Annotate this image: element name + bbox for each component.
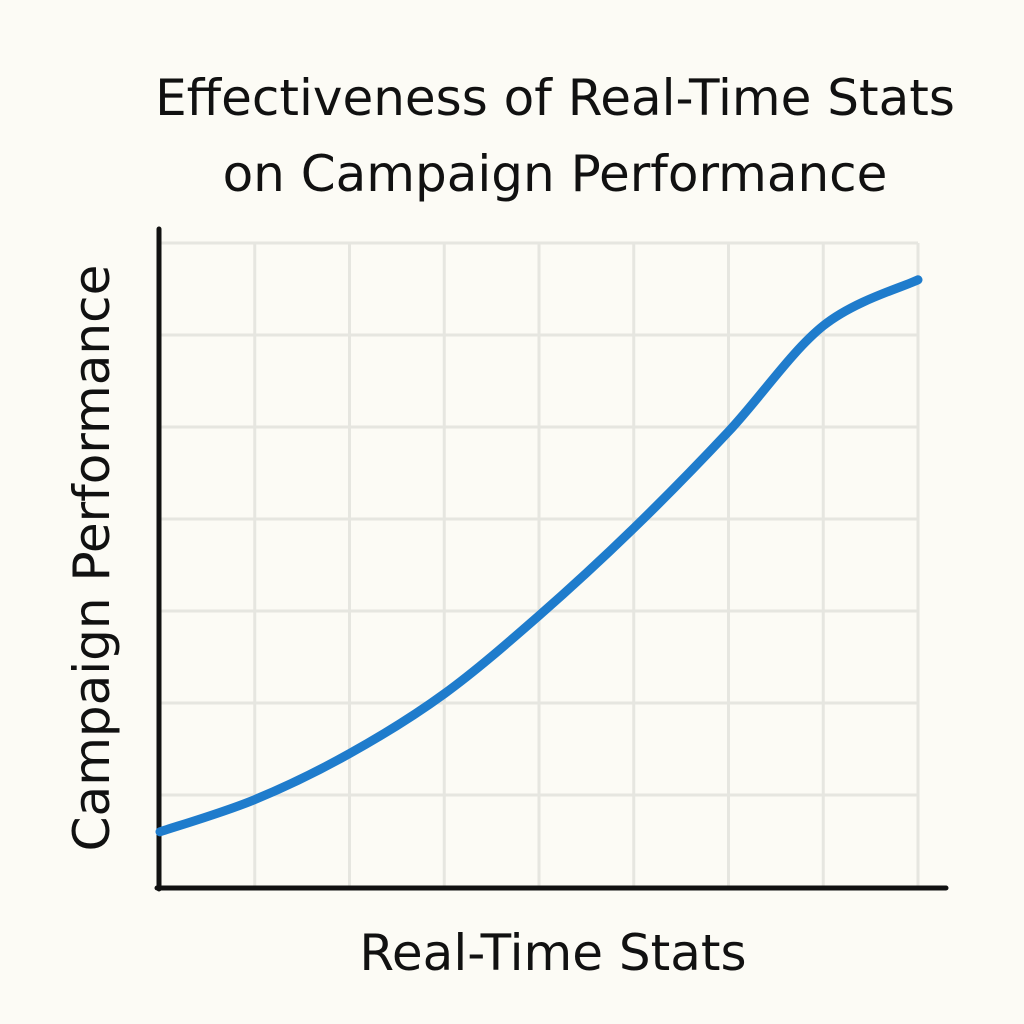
chart-title-line-2: on Campaign Performance [222,145,888,203]
chart-title-line-1: Effectiveness of Real-Time Stats [155,69,955,127]
series-line-1 [155,275,923,837]
x-axis-label: Real-Time Stats [359,924,747,982]
y-axis-label: Campaign Performance [63,264,121,852]
axes [154,226,949,892]
series-layer [155,275,923,837]
chart-title: Effectiveness of Real-Time Stats on Camp… [60,60,1024,212]
